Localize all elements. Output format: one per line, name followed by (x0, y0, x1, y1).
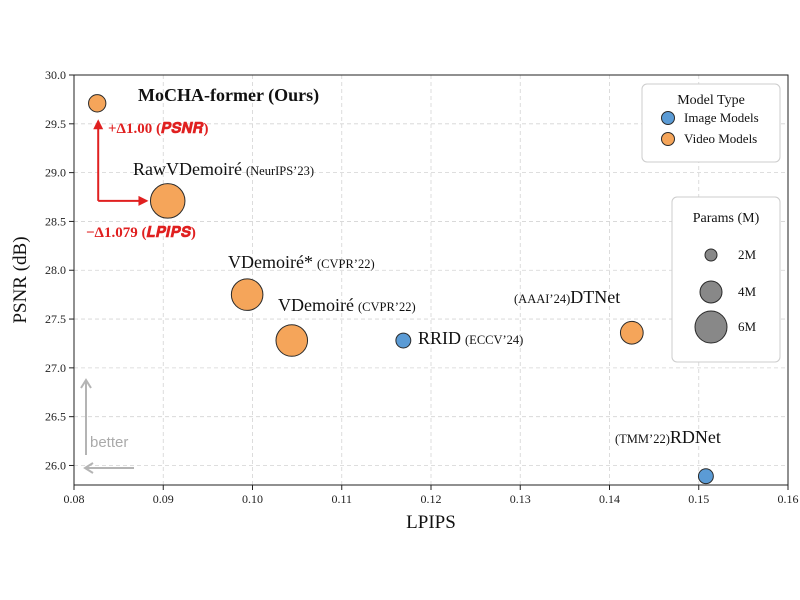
legend-type-label-0: Image Models (684, 110, 759, 125)
legend-params-label-1: 4M (738, 284, 757, 299)
plot-frame (73, 74, 789, 486)
lpips-arrowhead (138, 195, 149, 206)
y-axis-title: PSNR (dB) (10, 236, 31, 323)
y-tick-label: 28.0 (45, 263, 66, 277)
point-name: RRID (418, 328, 461, 348)
legend-type-marker-1 (661, 132, 675, 146)
y-tick-label: 26.0 (45, 458, 66, 472)
point-label-4: RRID (ECCV’24) (418, 328, 523, 348)
point-name: VDemoiré* (228, 252, 313, 272)
point-label-1: RawVDemoiré (NeurIPS’23) (133, 159, 314, 179)
x-tick-label: 0.14 (599, 492, 620, 506)
y-tick-label: 30.0 (45, 68, 66, 82)
data-points (88, 94, 714, 485)
y-tick-label: 28.5 (45, 214, 66, 228)
legend-params-marker-2 (694, 310, 728, 344)
better-arrow-up (80, 378, 92, 455)
x-tick-label: 0.10 (242, 492, 263, 506)
point-venue: (AAAI’24) (514, 292, 570, 306)
point-2 (230, 278, 264, 311)
legend-params-marker-0 (704, 248, 718, 262)
point-labels: MoCHA-former (Ours) RawVDemoiré (NeurIPS’2… (133, 85, 721, 447)
point-5 (619, 320, 644, 345)
lpips-delta-label: −Δ1.079 (𝑳𝑷𝑰𝑷𝑺) (86, 225, 196, 241)
legend-type-label-1: Video Models (684, 131, 757, 146)
x-axis-title: LPIPS (406, 512, 456, 533)
point-label-2: VDemoiré* (CVPR’22) (228, 252, 375, 272)
legend-params-label-2: 6M (738, 319, 757, 334)
legends: Model Type Image Models Video Models Params… (641, 83, 781, 363)
y-tick-label: 27.5 (45, 312, 66, 326)
x-tick-label: 0.11 (331, 492, 352, 506)
x-tick-label: 0.09 (153, 492, 174, 506)
point-6 (697, 468, 714, 485)
y-tick-label: 29.5 (45, 117, 66, 131)
x-tick-label: 0.12 (421, 492, 442, 506)
psnr-arrowhead (93, 119, 104, 130)
point-name: DTNet (570, 287, 620, 307)
legend-type-title: Model Type (677, 93, 745, 108)
point-label-5: (AAAI’24)DTNet (514, 287, 620, 307)
point-3 (275, 324, 309, 357)
point-venue: (ECCV’24) (465, 333, 523, 347)
y-tick-label: 29.0 (45, 166, 66, 180)
point-label-3: VDemoiré (CVPR’22) (278, 295, 416, 315)
legend-params-marker-1 (699, 280, 723, 304)
point-venue: (NeurIPS’23) (246, 164, 314, 178)
x-tick-label: 0.15 (688, 492, 709, 506)
legend-params-label-0: 2M (738, 247, 757, 262)
legend-type-box (641, 83, 781, 163)
point-4 (395, 332, 412, 349)
point-name: RawVDemoiré (133, 159, 242, 179)
x-tick-label: 0.08 (64, 492, 85, 506)
point-name: VDemoiré (278, 295, 354, 315)
legend-type-marker-0 (661, 111, 675, 125)
better-arrow-left (83, 462, 134, 474)
better-label: better (90, 434, 128, 451)
point-label-0: MoCHA-former (Ours) (138, 85, 319, 106)
point-1 (149, 183, 186, 219)
point-venue: (CVPR’22) (358, 300, 416, 314)
point-venue: (TMM’22) (615, 432, 670, 446)
annotations: better +Δ1.00 (𝑷𝑺𝑵𝑹) −Δ1.079 (𝑳𝑷𝑰𝑷𝑺) (80, 119, 208, 474)
y-tick-label: 27.0 (45, 361, 66, 375)
point-name: RDNet (670, 427, 721, 447)
point-label-6: (TMM’22)RDNet (615, 427, 721, 447)
axes: 0.08 0.09 0.10 0.11 0.12 0.13 0.14 0.15 0.16 26.0… (10, 68, 799, 533)
legend-params-title: Params (M) (693, 211, 760, 226)
point-0 (88, 94, 107, 113)
x-tick-label: 0.16 (778, 492, 799, 506)
x-tick-label: 0.13 (510, 492, 531, 506)
point-venue: (CVPR’22) (317, 257, 375, 271)
y-tick-label: 26.5 (45, 410, 66, 424)
point-name: MoCHA-former (Ours) (138, 85, 319, 106)
psnr-delta-label: +Δ1.00 (𝑷𝑺𝑵𝑹) (108, 121, 208, 137)
